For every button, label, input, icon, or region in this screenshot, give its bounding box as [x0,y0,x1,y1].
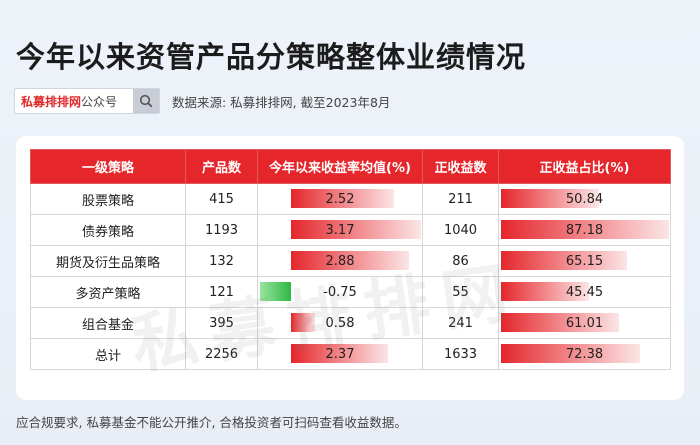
cell-strategy: 组合基金 [30,307,186,339]
ratio-bar [501,313,619,332]
table-row: 债券策略 1193 3.17 1040 87.18 [30,214,671,246]
header-ratio: 正收益占比(%) [498,149,671,184]
avg-return-value: 3.17 [325,222,355,238]
header-count: 产品数 [185,149,258,184]
search-icon [139,94,153,108]
header-strategy: 一级策略 [30,149,186,184]
cell-count: 395 [185,307,258,339]
cell-ratio: 87.18 [498,214,671,246]
cell-positive: 86 [422,245,499,277]
cell-count: 2256 [185,338,258,370]
avg-return-value: -0.75 [323,284,357,300]
ratio-value: 45.45 [565,284,604,300]
table-card: 一级策略 产品数 今年以来收益率均值(%) 正收益数 正收益占比(%) 股票策略… [16,136,684,400]
cell-positive: 241 [422,307,499,339]
table-row: 股票策略 415 2.52 211 50.84 [30,183,671,215]
search-suffix: 公众号 [81,94,118,109]
table-row: 组合基金 395 0.58 241 61.01 [30,307,671,339]
header-positive: 正收益数 [422,149,499,184]
search-button[interactable] [133,89,159,113]
avg-return-bar [291,313,315,332]
cell-strategy: 债券策略 [30,214,186,246]
cell-ratio: 50.84 [498,183,671,215]
cell-count: 121 [185,276,258,308]
table-row: 期货及衍生品策略 132 2.88 86 65.15 [30,245,671,277]
cell-avg-return: 0.58 [257,307,423,339]
cell-ratio: 72.38 [498,338,671,370]
search-box[interactable]: 私募排排网公众号 [14,88,160,114]
data-source: 数据来源: 私募排排网, 截至2023年8月 [172,95,391,110]
table-row: 多资产策略 121 -0.75 55 45.45 [30,276,671,308]
cell-avg-return: 2.88 [257,245,423,277]
avg-return-value: 2.88 [325,253,355,269]
ratio-value: 87.18 [565,222,604,238]
header-avg-return: 今年以来收益率均值(%) [257,149,423,184]
ratio-value: 61.01 [565,315,604,331]
avg-return-value: 0.58 [325,315,355,331]
cell-count: 415 [185,183,258,215]
cell-strategy: 期货及衍生品策略 [30,245,186,277]
cell-ratio: 61.01 [498,307,671,339]
cell-strategy: 多资产策略 [30,276,186,308]
avg-return-bar [291,189,395,208]
ratio-bar [501,251,627,270]
cell-avg-return: 2.37 [257,338,423,370]
cell-positive: 1633 [422,338,499,370]
avg-return-bar [260,282,291,301]
cell-positive: 1040 [422,214,499,246]
table-header-row: 一级策略 产品数 今年以来收益率均值(%) 正收益数 正收益占比(%) [30,149,671,184]
ratio-bar [501,344,641,363]
cell-positive: 55 [422,276,499,308]
avg-return-bar [291,251,410,270]
cell-count: 132 [185,245,258,277]
cell-strategy: 股票策略 [30,183,186,215]
search-text: 私募排排网公众号 [15,93,117,110]
ratio-value: 65.15 [565,253,604,269]
compliance-footer: 应合规要求, 私募基金不能公开推介, 合格投资者可扫码查看收益数据。 [16,415,407,430]
search-brand: 私募排排网 [21,94,82,109]
performance-table: 一级策略 产品数 今年以来收益率均值(%) 正收益数 正收益占比(%) 股票策略… [30,149,671,370]
avg-return-value: 2.37 [325,346,355,362]
cell-avg-return: 2.52 [257,183,423,215]
ratio-value: 50.84 [565,191,604,207]
avg-return-bar [291,344,389,363]
avg-return-value: 2.52 [325,191,355,207]
page-title: 今年以来资管产品分策略整体业绩情况 [16,40,527,74]
cell-ratio: 65.15 [498,245,671,277]
cell-positive: 211 [422,183,499,215]
cell-strategy: 总计 [30,338,186,370]
avg-return-bar [291,220,421,239]
ratio-bar [501,282,589,301]
ratio-bar [501,189,599,208]
table-row: 总计 2256 2.37 1633 72.38 [30,338,671,370]
cell-avg-return: 3.17 [257,214,423,246]
cell-avg-return: -0.75 [257,276,423,308]
ratio-value: 72.38 [565,346,604,362]
ratio-bar [501,220,669,239]
cell-count: 1193 [185,214,258,246]
cell-ratio: 45.45 [498,276,671,308]
